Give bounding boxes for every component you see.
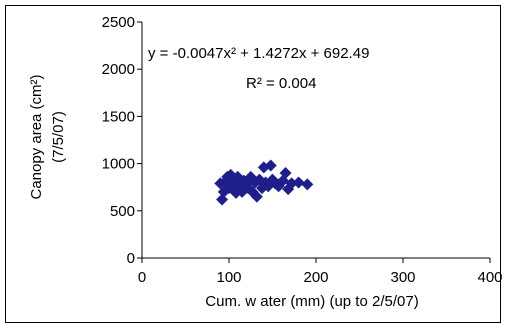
data-point [250,190,263,203]
x-axis-title: Cum. w ater (mm) (up to 2/5/07) [205,293,418,310]
x-tick-label: 0 [138,269,146,286]
y-tick-label: 2500 [102,14,135,31]
r-squared-label: R² = 0.004 [246,75,316,92]
y-axis-title-line1: Canopy area (cm²) [28,74,45,199]
chart-frame [5,5,501,323]
axis-tick-labels: 0 500 1000 1500 2000 2500 0 100 200 300 400 [102,14,503,286]
y-tick-label: 2000 [102,61,135,78]
x-tick-label: 100 [216,269,241,286]
data-point [292,176,305,189]
x-tick-label: 300 [390,269,415,286]
data-point [279,167,292,180]
trendline-equation: y = -0.0047x² + 1.4272x + 692.49 [148,45,369,62]
y-tick-label: 1000 [102,156,135,173]
axis-ticks [137,21,491,263]
y-tick-label: 500 [110,203,135,220]
data-points [214,159,314,206]
x-tick-label: 400 [477,269,502,286]
y-tick-label: 1500 [102,108,135,125]
data-point [285,177,298,190]
y-axis-title-line2: (7/5/07) [50,111,67,163]
y-tick-label: 0 [127,250,135,267]
x-tick-label: 200 [303,269,328,286]
data-point [264,159,277,172]
data-point [301,178,314,191]
